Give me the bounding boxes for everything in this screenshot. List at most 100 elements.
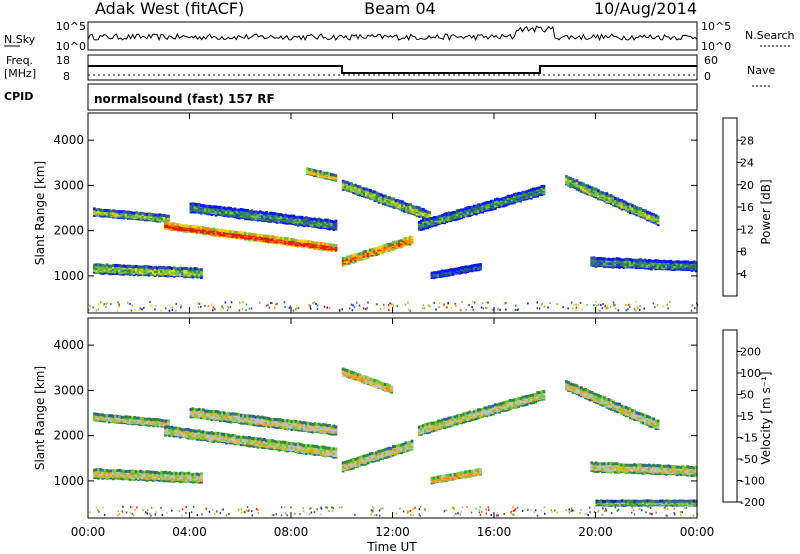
velocity-cell bbox=[172, 434, 176, 438]
power-cell bbox=[191, 267, 195, 271]
power-cell bbox=[208, 227, 211, 231]
power-cell bbox=[290, 237, 294, 241]
power-cell bbox=[185, 224, 188, 228]
power-cell bbox=[517, 195, 520, 199]
power-cell bbox=[185, 272, 189, 276]
power-cell bbox=[443, 217, 446, 221]
velocity-cell bbox=[252, 416, 256, 420]
power-cell bbox=[298, 218, 302, 222]
velocity-cell bbox=[246, 437, 249, 441]
power-cell bbox=[458, 212, 461, 216]
power-scatter-point bbox=[154, 305, 157, 308]
power-cell bbox=[434, 217, 438, 221]
power-cell bbox=[603, 265, 606, 269]
power-cell bbox=[269, 220, 273, 223]
power-cell bbox=[628, 263, 632, 267]
velocity-cell bbox=[286, 447, 289, 451]
velocity-cell bbox=[214, 411, 218, 415]
velocity-cell bbox=[216, 437, 220, 441]
power-cell bbox=[147, 265, 151, 269]
power-cell bbox=[605, 197, 609, 201]
power-cell bbox=[432, 219, 436, 223]
velocity-cell bbox=[198, 479, 201, 483]
velocity-cell bbox=[319, 449, 323, 453]
power-cell bbox=[137, 273, 140, 277]
power-cell bbox=[328, 221, 331, 225]
power-cell bbox=[620, 258, 623, 262]
power-scatter-point bbox=[404, 303, 407, 306]
power-cell bbox=[141, 271, 144, 275]
power-cell bbox=[390, 201, 394, 205]
power-scatter-point bbox=[669, 300, 671, 303]
power-scatter-point bbox=[474, 301, 476, 304]
velocity-cell bbox=[233, 436, 237, 440]
nsearch-tick-high: 10^5 bbox=[701, 20, 731, 33]
velocity-cell bbox=[128, 477, 132, 481]
velocity-cell bbox=[227, 418, 230, 422]
velocity-cell bbox=[326, 449, 329, 453]
velocity-cell bbox=[200, 476, 203, 479]
power-cell bbox=[195, 203, 199, 207]
velocity-cell bbox=[99, 413, 103, 417]
velocity-cell bbox=[242, 440, 245, 444]
power-cell bbox=[154, 213, 158, 217]
power-scatter-point bbox=[614, 304, 616, 307]
power-scatter-point bbox=[230, 301, 233, 304]
power-cell bbox=[148, 212, 151, 216]
power-cell bbox=[292, 219, 296, 223]
power-cell bbox=[652, 259, 655, 263]
velocity-cell bbox=[240, 421, 243, 425]
power-cell bbox=[403, 209, 406, 213]
power-cell bbox=[428, 225, 432, 228]
power-cell bbox=[303, 220, 306, 224]
power-scatter-point bbox=[229, 306, 232, 308]
power-cell bbox=[441, 214, 444, 218]
power-cell bbox=[381, 202, 385, 206]
velocity-cell bbox=[162, 479, 165, 483]
velocity-cell bbox=[252, 437, 256, 440]
velocity-cell bbox=[273, 439, 277, 443]
power-cell bbox=[326, 242, 329, 246]
power-cell bbox=[389, 242, 393, 246]
power-cell bbox=[513, 193, 516, 197]
velocity-cell bbox=[319, 426, 323, 430]
power-cell bbox=[426, 217, 429, 221]
velocity-cell bbox=[254, 440, 258, 444]
velocity-cell bbox=[145, 470, 149, 474]
power-scatter-point bbox=[629, 306, 631, 309]
power-cell bbox=[571, 178, 575, 181]
power-cell bbox=[596, 264, 600, 268]
power-cell bbox=[212, 227, 216, 231]
power-cell bbox=[206, 204, 209, 208]
velocity-cell bbox=[231, 414, 235, 418]
power-cell bbox=[177, 267, 180, 271]
power-cell bbox=[441, 218, 444, 222]
power-scatter-point bbox=[239, 301, 241, 304]
velocity-cell bbox=[183, 432, 186, 436]
power-scatter-point bbox=[268, 306, 271, 309]
power-cell bbox=[307, 240, 310, 244]
power-cell bbox=[160, 217, 164, 221]
power-cell bbox=[575, 179, 579, 183]
velocity-cell bbox=[231, 412, 235, 416]
velocity-cell bbox=[256, 422, 260, 426]
power-cell bbox=[430, 217, 434, 220]
power-cell bbox=[654, 266, 658, 269]
power-cell bbox=[145, 212, 149, 216]
velocity-cell bbox=[95, 476, 98, 480]
power-cell bbox=[470, 205, 474, 209]
velocity-cell bbox=[391, 445, 395, 449]
power-cell bbox=[489, 201, 493, 205]
power-cell bbox=[225, 213, 228, 217]
velocity-cell bbox=[223, 432, 226, 436]
power-cell bbox=[250, 214, 254, 218]
velocity-cell bbox=[120, 477, 124, 481]
power-cell bbox=[652, 264, 655, 268]
power-scatter-point bbox=[536, 301, 538, 304]
power-cell bbox=[286, 221, 289, 225]
velocity-cell bbox=[375, 454, 378, 458]
velocity-cell bbox=[183, 472, 186, 476]
power-cell bbox=[390, 197, 394, 201]
power-cell bbox=[614, 197, 617, 201]
power-cell bbox=[381, 251, 385, 255]
